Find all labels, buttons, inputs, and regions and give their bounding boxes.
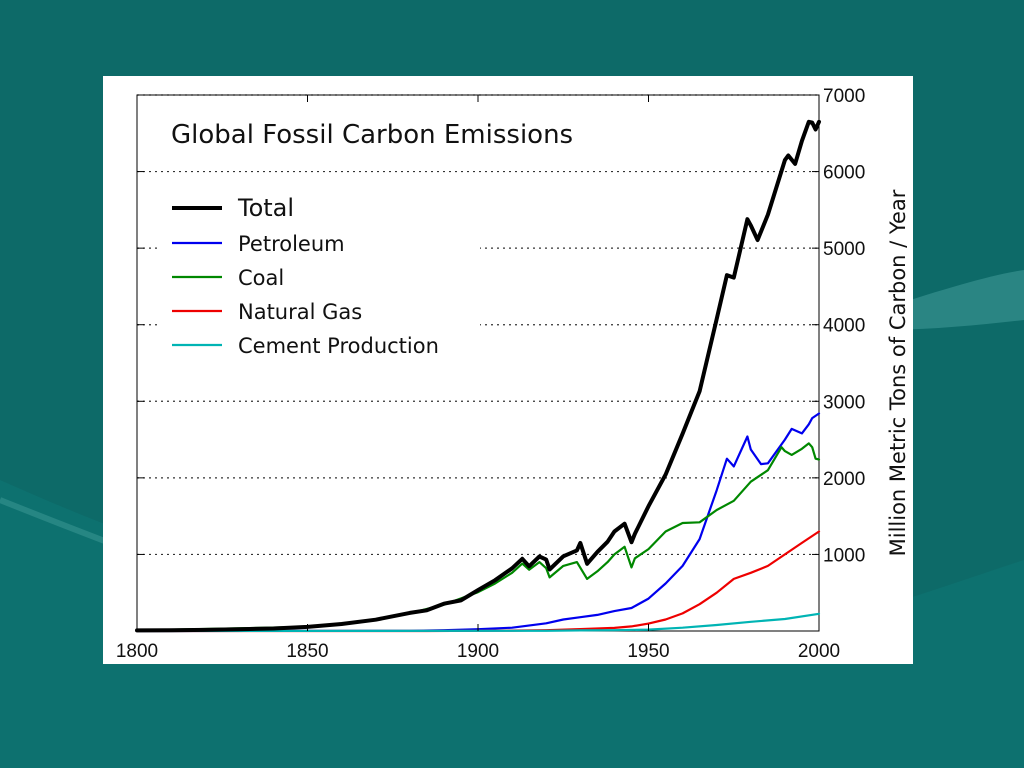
y-tick-label-7000: 7000 [823, 86, 865, 107]
legend-label-cement-production: Cement Production [238, 334, 439, 358]
x-tick-label-1800: 1800 [116, 641, 158, 662]
background-wave-lower [0, 480, 1024, 768]
y-tick-label-6000: 6000 [823, 163, 865, 184]
series-line-petroleum [135, 412, 821, 633]
y-tick-label-3000: 3000 [823, 392, 865, 413]
legend-label-total: Total [237, 194, 294, 222]
series-line-total [135, 119, 821, 633]
legend-label-petroleum: Petroleum [238, 232, 345, 256]
legend-background [160, 180, 480, 368]
y-tick-label-1000: 1000 [823, 545, 865, 566]
chart-panel [103, 76, 913, 664]
x-tick-label-1850: 1850 [286, 641, 328, 662]
x-tick-label-2000: 2000 [798, 641, 840, 662]
y-tick-label-4000: 4000 [823, 316, 865, 337]
y-tick-label-2000: 2000 [823, 469, 865, 490]
legend-label-coal: Coal [238, 266, 284, 290]
y-axis-label: Million Metric Tons of Carbon / Year [886, 189, 910, 556]
series-line-coal [135, 442, 821, 632]
title-background [160, 108, 630, 156]
series-line-cement-production [135, 612, 821, 633]
series-line-natural-gas [135, 530, 821, 633]
axis-ticks: 1800 1850 1900 1950 2000 1000 2000 3000 4000 5000… [116, 86, 865, 662]
legend: Total Petroleum Coal Natural Gas Cement Prod… [172, 194, 439, 358]
chart-title: Global Fossil Carbon Emissions [171, 120, 573, 150]
legend-label-natural-gas: Natural Gas [238, 300, 362, 324]
y-tick-label-5000: 5000 [823, 239, 865, 260]
x-tick-label-1950: 1950 [627, 641, 669, 662]
series-lines [135, 119, 821, 633]
background-wave-right [880, 270, 1024, 330]
x-tick-label-1900: 1900 [457, 641, 499, 662]
